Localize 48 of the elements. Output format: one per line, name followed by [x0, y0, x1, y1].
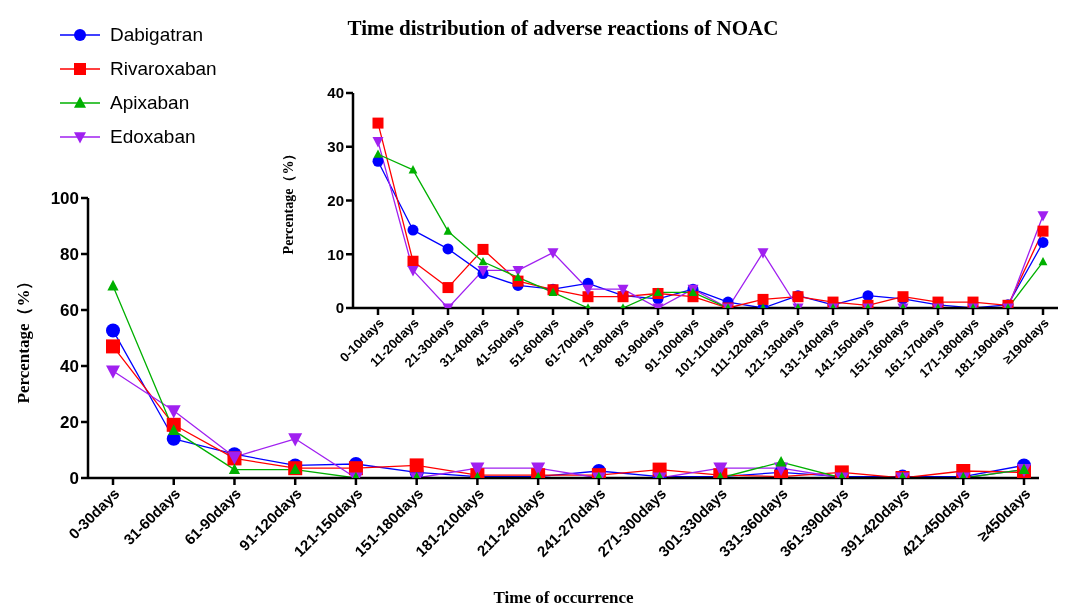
chart-title: Time distribution of adverse reactions of NOAC — [347, 16, 779, 40]
x-axis-title: Time of occurrence — [493, 588, 634, 607]
point — [582, 284, 594, 296]
point — [1037, 225, 1049, 237]
point — [288, 433, 303, 447]
y-tick-label: 60 — [60, 301, 79, 321]
point — [407, 265, 419, 277]
y-axis-title: Percentage（%） — [14, 272, 34, 404]
point — [1037, 236, 1049, 248]
y-tick-label: 0 — [69, 469, 79, 489]
legend-label: Apixaban — [110, 92, 190, 114]
point — [442, 243, 454, 255]
point — [228, 463, 241, 475]
y-tick-label: 10 — [327, 245, 344, 263]
y-tick-label: 30 — [327, 138, 344, 156]
legend-label: Rivaroxaban — [110, 58, 217, 80]
y-tick-label: 100 — [50, 189, 79, 209]
point — [409, 458, 424, 473]
y-axis-title: Percentage（%） — [280, 146, 296, 255]
point — [443, 226, 453, 235]
point — [407, 224, 419, 236]
point — [513, 272, 523, 281]
point — [775, 455, 787, 467]
point — [106, 339, 120, 354]
y-tick-label: 0 — [335, 299, 344, 317]
point — [757, 248, 769, 259]
point — [547, 248, 559, 259]
point — [166, 405, 181, 419]
point — [168, 424, 180, 435]
point — [582, 291, 594, 303]
y-tick-label: 40 — [327, 84, 344, 102]
legend-label: Dabigatran — [110, 24, 203, 46]
point — [1037, 211, 1049, 222]
y-tick-label: 20 — [327, 191, 344, 209]
y-tick-label: 20 — [60, 413, 79, 433]
point — [373, 149, 383, 158]
point — [372, 136, 384, 148]
point — [617, 284, 629, 296]
point — [407, 255, 419, 267]
point — [106, 323, 120, 338]
legend-label: Edoxaban — [110, 126, 196, 148]
point — [106, 365, 120, 379]
point — [442, 282, 454, 294]
y-tick-label: 40 — [60, 357, 79, 377]
point — [477, 243, 489, 255]
point — [372, 117, 384, 129]
y-tick-label: 80 — [60, 245, 79, 265]
point — [757, 293, 769, 305]
